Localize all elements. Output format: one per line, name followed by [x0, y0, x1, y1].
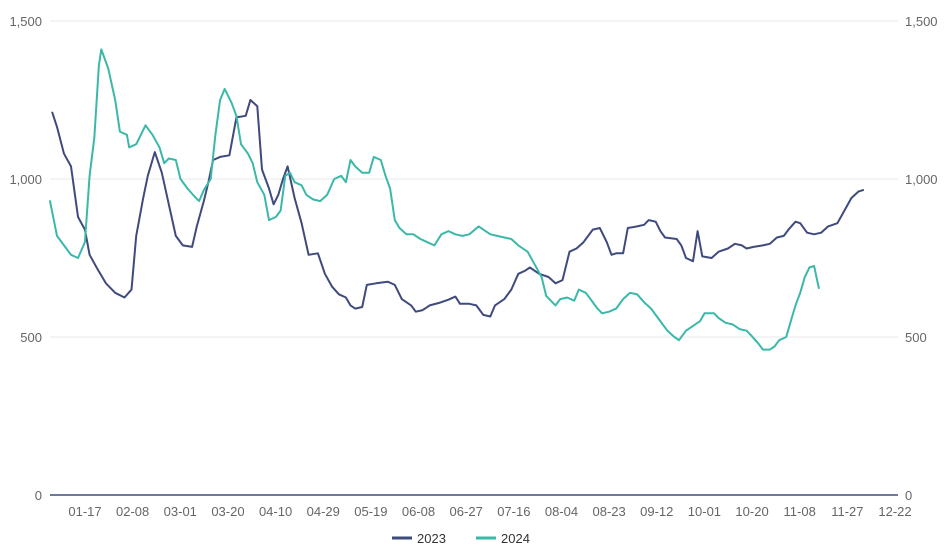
y-axis-left: 0 500 1,000 1,500 [9, 14, 42, 503]
x-tick-label: 06-08 [402, 504, 435, 519]
y-tick-label-right: 1,000 [905, 172, 938, 187]
x-tick-label: 04-29 [307, 504, 340, 519]
legend-label-2023: 2023 [417, 531, 446, 546]
y-tick-label-left: 0 [35, 488, 42, 503]
x-tick-label: 05-19 [354, 504, 387, 519]
x-tick-label: 11-27 [831, 504, 863, 519]
x-tick-label: 12-22 [878, 504, 911, 519]
x-tick-label: 06-27 [450, 504, 483, 519]
series-lines [49, 48, 865, 351]
x-tick-label: 11-08 [784, 504, 816, 519]
x-tick-label: 03-20 [211, 504, 244, 519]
x-tick-label: 07-16 [497, 504, 530, 519]
gridlines [50, 20, 898, 338]
x-tick-label: 01-17 [68, 504, 101, 519]
y-tick-label-right: 500 [905, 330, 927, 345]
x-tick-label: 08-04 [545, 504, 578, 519]
x-tick-label: 10-01 [688, 504, 721, 519]
x-tick-label: 04-10 [259, 504, 292, 519]
series-line-2023 [51, 99, 865, 318]
y-tick-label-left: 500 [20, 330, 42, 345]
y-tick-label-left: 1,500 [9, 14, 42, 29]
series-line-2024 [49, 48, 820, 351]
x-axis-ticks: 01-17 02-08 03-01 03-20 04-10 04-29 05-19 06-08… [68, 504, 911, 519]
y-tick-label-left: 1,000 [9, 172, 42, 187]
x-tick-label: 03-01 [164, 504, 197, 519]
y-tick-label-right: 0 [905, 488, 912, 503]
y-axis-right: 0 500 1,000 1,500 [905, 14, 938, 503]
legend: 2023 2024 [392, 531, 530, 546]
x-tick-label: 02-08 [116, 504, 149, 519]
x-tick-label: 09-12 [640, 504, 673, 519]
legend-label-2024: 2024 [501, 531, 530, 546]
x-tick-label: 10-20 [735, 504, 768, 519]
x-tick-label: 08-23 [592, 504, 625, 519]
y-tick-label-right: 1,500 [905, 14, 938, 29]
